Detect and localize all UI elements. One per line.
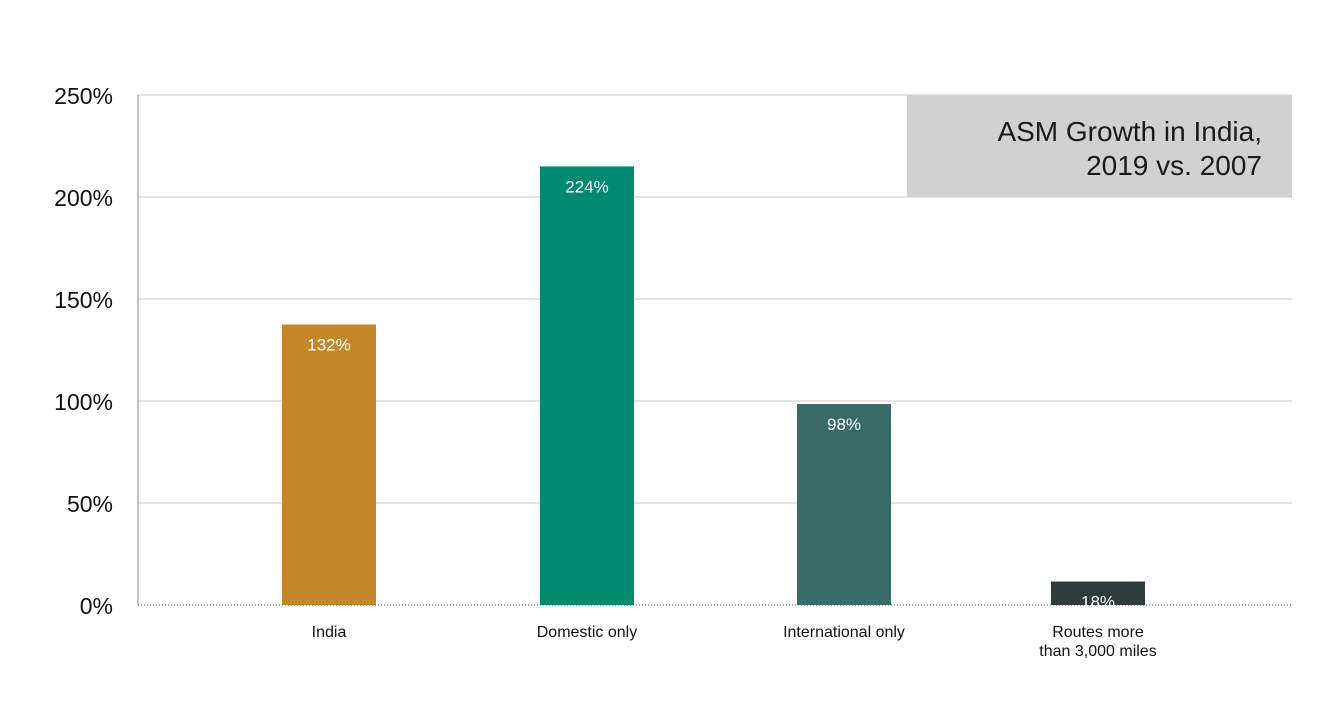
category-label: Routes more bbox=[1052, 624, 1144, 641]
title-box: ASM Growth in India, 2019 vs. 2007 bbox=[907, 95, 1292, 197]
y-tick-label: 200% bbox=[54, 185, 113, 211]
category-label: Domestic only bbox=[537, 624, 637, 641]
bar-value-label: 132% bbox=[307, 336, 350, 355]
y-tick-label: 150% bbox=[54, 287, 113, 313]
y-tick-labels: 0% 50% 100% 150% 200% 250% bbox=[54, 83, 113, 619]
y-tick-label: 250% bbox=[54, 83, 113, 109]
bars: 132% 224% 98% 18% bbox=[282, 166, 1145, 612]
y-tick-label: 0% bbox=[80, 593, 113, 619]
category-label: India bbox=[312, 624, 347, 641]
chart-title-line-1: ASM Growth in India, bbox=[997, 116, 1262, 147]
bar-3 bbox=[797, 404, 891, 605]
bar-4 bbox=[1051, 581, 1145, 605]
bar-2 bbox=[540, 166, 634, 605]
chart-title-line-2: 2019 vs. 2007 bbox=[1086, 150, 1262, 181]
y-tick-label: 100% bbox=[54, 389, 113, 415]
category-labels: India Domestic only International only Rout… bbox=[312, 624, 1157, 660]
y-tick-label: 50% bbox=[67, 491, 113, 517]
bar-1 bbox=[282, 324, 376, 605]
bar-value-label: 98% bbox=[827, 415, 861, 434]
bar-value-label: 18% bbox=[1081, 593, 1115, 612]
category-label: International only bbox=[783, 624, 905, 641]
bar-value-label: 224% bbox=[565, 177, 608, 196]
title-background bbox=[907, 95, 1292, 197]
category-label: than 3,000 miles bbox=[1039, 643, 1156, 660]
